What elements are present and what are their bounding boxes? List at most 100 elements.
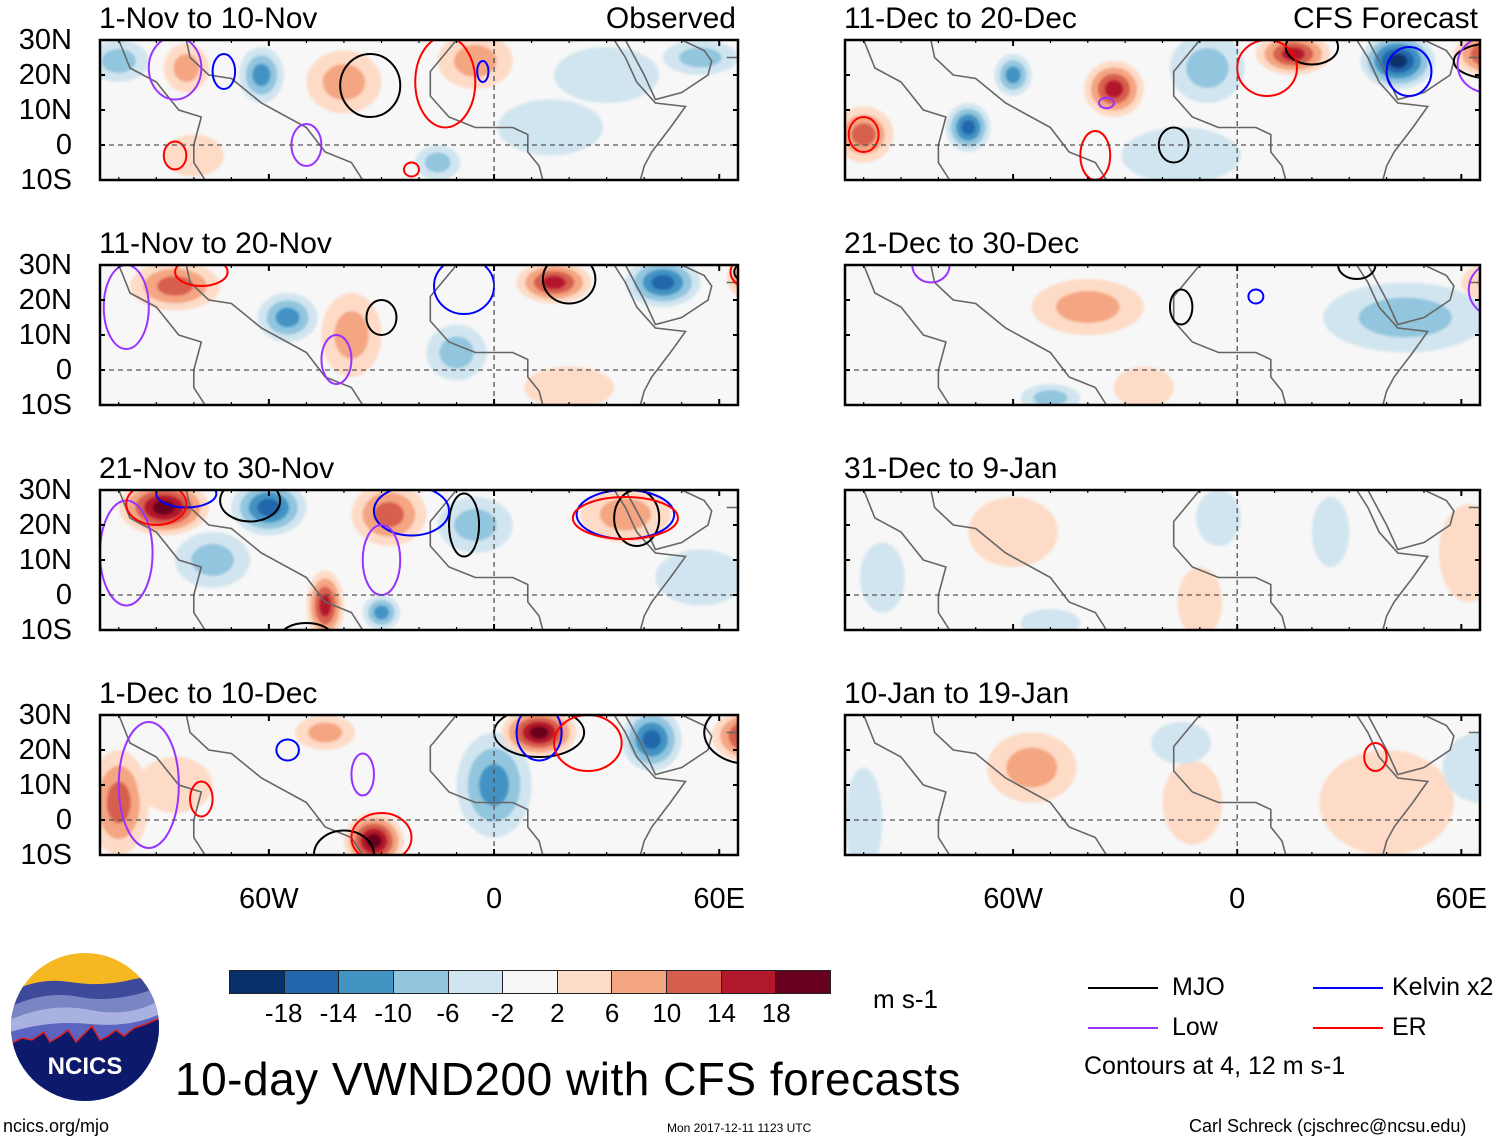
contour-er xyxy=(1363,742,1388,772)
negative-anomaly-shading xyxy=(554,47,660,103)
positive-anomaly-shading xyxy=(1479,51,1480,57)
contour-er xyxy=(847,116,880,153)
positive-anomaly-shading xyxy=(173,54,200,82)
panel-title: 11-Dec to 20-Dec xyxy=(844,2,1077,35)
contour-er xyxy=(414,40,477,129)
negative-anomaly-shading xyxy=(859,542,905,613)
negative-anomaly-shading xyxy=(845,767,883,855)
colorbar-units: m s-1 xyxy=(873,984,938,1014)
y-tick-label: 10N xyxy=(18,94,72,126)
ncics-logo: NCICS xyxy=(10,952,160,1102)
legend-line-low xyxy=(1088,1027,1158,1029)
figure-title: 10-day VWND200 with CFS forecasts xyxy=(175,1053,961,1105)
colorbar-swatch xyxy=(448,971,504,993)
contour-kelvin xyxy=(1385,46,1433,97)
contour-mjo xyxy=(613,490,661,547)
negative-anomaly-shading xyxy=(191,544,234,576)
contour-mjo xyxy=(282,622,331,630)
colorbar-swatch xyxy=(284,971,340,993)
negative-anomaly-shading xyxy=(1388,54,1407,68)
colorbar-swatch xyxy=(721,971,777,993)
map-panel xyxy=(98,713,740,857)
contour-mjo xyxy=(312,829,375,855)
y-tick-label: 0 xyxy=(55,354,72,386)
negative-anomaly-shading xyxy=(439,336,474,369)
contour-mjo xyxy=(1337,265,1377,280)
coastline xyxy=(118,490,738,630)
y-tick-label: 10N xyxy=(18,769,72,801)
y-tick-label: 20N xyxy=(18,734,72,766)
colorbar-swatch xyxy=(393,971,449,993)
y-tick-label: 0 xyxy=(55,129,72,161)
negative-anomaly-shading xyxy=(275,307,300,328)
legend-label-mjo: MJO xyxy=(1172,973,1225,1001)
contour-mjo xyxy=(1168,288,1194,326)
positive-anomaly-shading xyxy=(755,273,773,285)
y-tick-label: 10N xyxy=(18,544,72,576)
negative-anomaly-shading xyxy=(479,764,509,806)
positive-anomaly-shading xyxy=(542,276,566,289)
contour-er xyxy=(174,265,229,287)
legend-label-kelvin: Kelvin x2 xyxy=(1392,973,1494,1001)
contour-er xyxy=(189,780,214,818)
positive-anomaly-shading xyxy=(1113,366,1174,405)
positive-anomaly-shading xyxy=(1319,750,1454,855)
contour-kelvin xyxy=(211,53,237,90)
y-tick-label: 20N xyxy=(18,284,72,316)
panel-title: 1-Dec to 10-Dec xyxy=(99,677,318,710)
positive-anomaly-shading xyxy=(529,726,549,739)
positive-anomaly-shading xyxy=(157,276,193,296)
positive-anomaly-shading xyxy=(1006,747,1058,788)
negative-anomaly-shading xyxy=(1196,490,1241,546)
contour-mjo xyxy=(448,492,481,558)
colorbar-tick-label: 6 xyxy=(604,998,620,1028)
positive-anomaly-shading xyxy=(746,729,768,743)
negative-anomaly-shading xyxy=(1186,48,1229,88)
positive-anomaly-shading xyxy=(374,502,404,527)
coastline xyxy=(862,40,1480,180)
y-tick-label: 30N xyxy=(18,249,72,281)
contour-mjo xyxy=(339,53,402,118)
coastline xyxy=(118,715,738,855)
contour-er xyxy=(350,812,413,855)
contour-low xyxy=(350,752,375,797)
contour-mjo xyxy=(703,715,738,765)
negative-anomaly-shading xyxy=(374,605,389,620)
positive-anomaly-shading xyxy=(1104,80,1123,98)
positive-anomaly-shading xyxy=(334,311,369,359)
contour-er xyxy=(125,490,188,526)
contour-er xyxy=(729,265,738,286)
y-tick-label: 0 xyxy=(55,579,72,611)
colorbar-tick-label: 2 xyxy=(550,998,565,1028)
y-tick-label: 30N xyxy=(18,474,72,506)
contour-mjo xyxy=(219,490,282,523)
negative-anomaly-shading xyxy=(1005,66,1021,84)
negative-anomaly-shading xyxy=(1358,297,1452,338)
colorbar-tick-label: 18 xyxy=(761,998,791,1028)
y-tick-label: 30N xyxy=(18,24,72,56)
contour-low xyxy=(1487,708,1510,736)
x-tick-label: 0 xyxy=(1229,883,1246,915)
contour-kelvin xyxy=(275,738,300,762)
colorbar-swatch xyxy=(557,971,613,993)
footer-author: Carl Schreck (cjschrec@ncsu.edu) xyxy=(1189,1116,1467,1136)
map-panel xyxy=(98,38,740,182)
legend-label-low: Low xyxy=(1172,1013,1218,1041)
x-tick-label: 60E xyxy=(1435,883,1488,915)
negative-anomaly-shading xyxy=(961,120,976,135)
y-tick-label: 10S xyxy=(20,614,72,646)
contour-mjo xyxy=(365,299,398,336)
negative-anomaly-shading xyxy=(1033,390,1068,405)
y-tick-label: 20N xyxy=(18,509,72,541)
contour-kelvin xyxy=(372,490,451,537)
footer-site-link[interactable]: ncics.org/mjo xyxy=(3,1116,110,1136)
map-panel xyxy=(98,488,740,632)
colorbar-swatch xyxy=(339,971,394,993)
negative-anomaly-shading xyxy=(1151,722,1212,764)
coastline xyxy=(118,265,738,405)
panel-title: 1-Nov to 10-Nov xyxy=(99,2,318,35)
panel-title: 21-Dec to 30-Dec xyxy=(844,227,1080,260)
positive-anomaly-shading xyxy=(1056,291,1120,323)
y-tick-label: 0 xyxy=(55,804,72,836)
negative-anomaly-shading xyxy=(257,499,281,516)
